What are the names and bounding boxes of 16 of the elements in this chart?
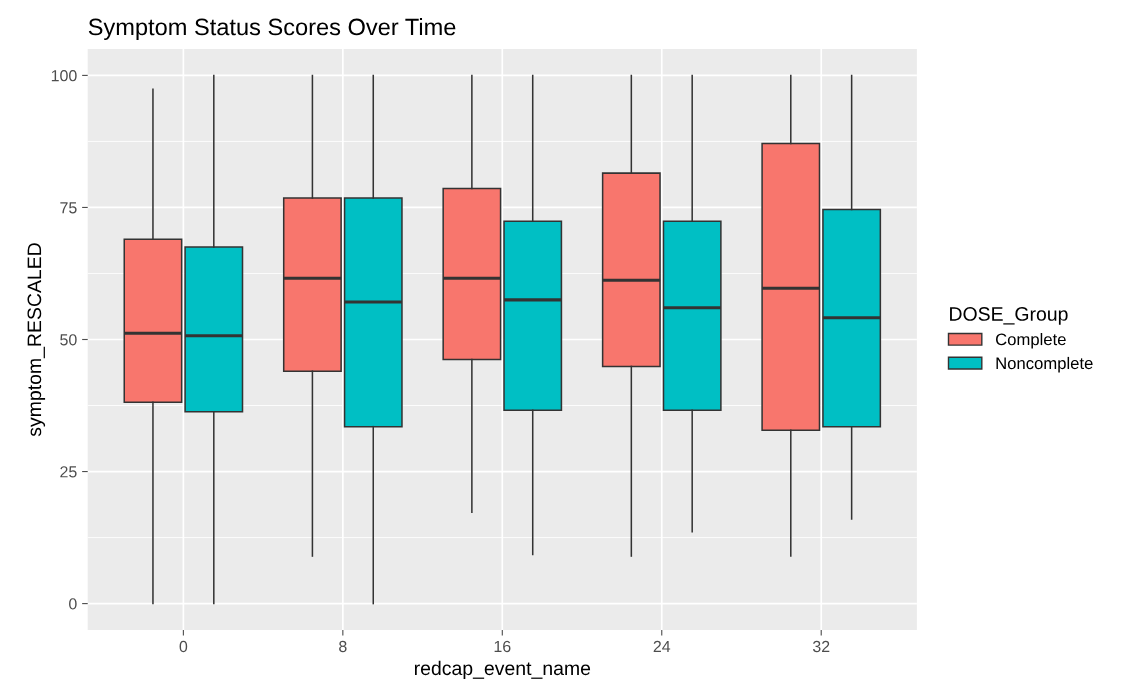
x-tick-label: 24 (653, 640, 671, 652)
x-tick-label: 32 (812, 640, 830, 653)
y-tick-label: 50 (60, 334, 77, 346)
y-tick-label: 100 (51, 70, 77, 82)
x-tick-label: 8 (339, 640, 347, 653)
legend-label: Complete (995, 333, 1066, 349)
x-tick-label: 0 (179, 640, 188, 653)
y-tick-label: 75 (60, 202, 77, 214)
x-axis-title: redcap_event_name (414, 660, 591, 679)
y-tick-label: 0 (69, 598, 77, 610)
chart-title: Symptom Status Scores Over Time (88, 18, 456, 41)
legend-title: DOSE_Group (950, 307, 1068, 325)
legend-label: Noncomplete (996, 356, 1093, 373)
x-tick-label: 16 (494, 640, 511, 653)
y-axis-title: symptom_RESCALED (27, 243, 46, 437)
y-tick-label: 25 (60, 466, 77, 478)
